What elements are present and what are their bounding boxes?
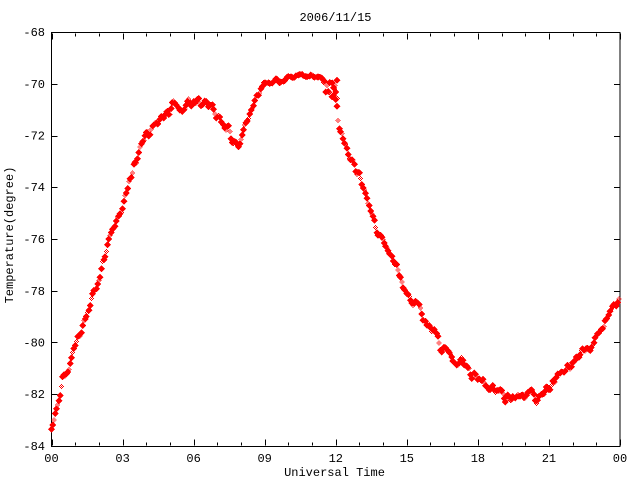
svg-text:-84: -84 <box>23 440 45 454</box>
svg-text:-68: -68 <box>23 26 45 40</box>
svg-text:21: 21 <box>542 452 556 466</box>
svg-text:-74: -74 <box>23 181 45 195</box>
svg-text:06: 06 <box>186 452 200 466</box>
svg-text:03: 03 <box>115 452 129 466</box>
svg-text:12: 12 <box>329 452 343 466</box>
svg-text:-76: -76 <box>23 233 45 247</box>
svg-text:-78: -78 <box>23 285 45 299</box>
svg-text:-82: -82 <box>23 388 45 402</box>
svg-text:00: 00 <box>613 452 627 466</box>
svg-text:-72: -72 <box>23 130 45 144</box>
svg-text:15: 15 <box>400 452 414 466</box>
svg-text:2006/11/15: 2006/11/15 <box>299 11 371 25</box>
svg-text:00: 00 <box>44 452 58 466</box>
svg-text:18: 18 <box>471 452 485 466</box>
svg-text:09: 09 <box>257 452 271 466</box>
svg-text:-80: -80 <box>23 337 45 351</box>
svg-text:Universal Time: Universal Time <box>284 466 385 480</box>
svg-text:Temperature(degree): Temperature(degree) <box>3 167 17 304</box>
svg-text:-70: -70 <box>23 78 45 92</box>
